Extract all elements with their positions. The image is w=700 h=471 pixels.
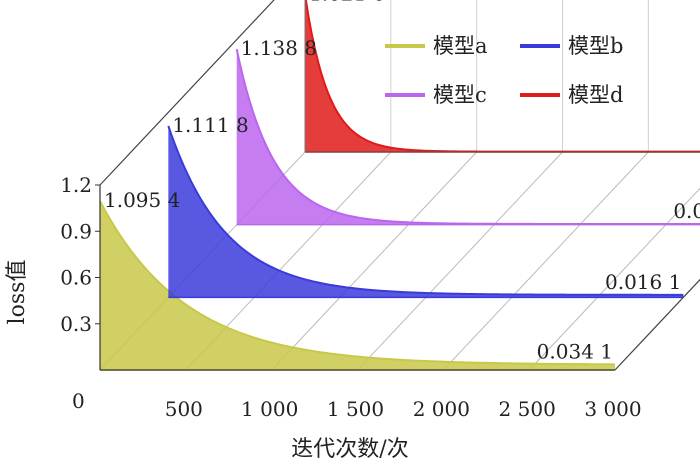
x-axis-title: 迭代次数/次 xyxy=(291,437,408,462)
end-value-label-3: 0.004 4 xyxy=(673,199,700,223)
x-zero-label: 0 xyxy=(72,389,85,413)
series-line-1 xyxy=(99,200,616,366)
grid-line-depth xyxy=(357,151,563,371)
x-tick-label: 3 000 xyxy=(584,397,641,421)
start-value-label-4: 1.021 6 xyxy=(309,0,385,6)
series-line-4 xyxy=(304,0,700,153)
legend: 模型a 模型b 模型c 模型d xyxy=(385,34,623,107)
start-value-label-2: 1.111 8 xyxy=(172,113,248,137)
y-tick-label: 1.2 xyxy=(60,173,92,197)
grid-line-depth xyxy=(442,151,649,371)
series-line-2 xyxy=(167,125,684,296)
start-value-label-3: 1.138 8 xyxy=(241,36,317,60)
grid-line-depth xyxy=(614,278,700,371)
y-tick-label: 0.6 xyxy=(60,266,92,290)
end-value-label-1: 0.034 1 xyxy=(537,339,613,363)
axes-layer xyxy=(95,0,700,371)
y-axis-title: loss值 xyxy=(5,260,30,325)
x-tick-label: 2 500 xyxy=(499,397,556,421)
x-tick-label: 1 500 xyxy=(327,397,384,421)
start-value-label-1: 1.095 4 xyxy=(104,188,180,212)
labels-layer: 1.095 4 0.034 1 1.111 8 0.016 1 1.138 8 0.004… xyxy=(60,0,700,421)
end-value-label-2: 0.016 1 xyxy=(605,270,681,294)
y-tick-label: 0.3 xyxy=(60,312,92,336)
x-tick-label: 1 000 xyxy=(241,397,298,421)
series-area-3 xyxy=(236,49,700,225)
series-area-2 xyxy=(168,125,684,298)
series-area-4 xyxy=(305,0,700,152)
x-tick-label: 500 xyxy=(165,397,203,421)
grid-line-depth xyxy=(528,187,700,371)
legend-label-1: 模型a xyxy=(433,34,488,58)
legend-label-4: 模型d xyxy=(568,83,623,107)
series-area-1 xyxy=(100,201,615,370)
legend-label-3: 模型c xyxy=(433,83,487,107)
y-tick-label: 0.9 xyxy=(60,219,92,243)
right-depth-line xyxy=(614,278,700,371)
top-depth-line xyxy=(99,0,275,186)
legend-label-2: 模型b xyxy=(568,34,623,58)
grid-line-depth xyxy=(271,151,478,371)
x-tick-label: 2 000 xyxy=(413,397,470,421)
